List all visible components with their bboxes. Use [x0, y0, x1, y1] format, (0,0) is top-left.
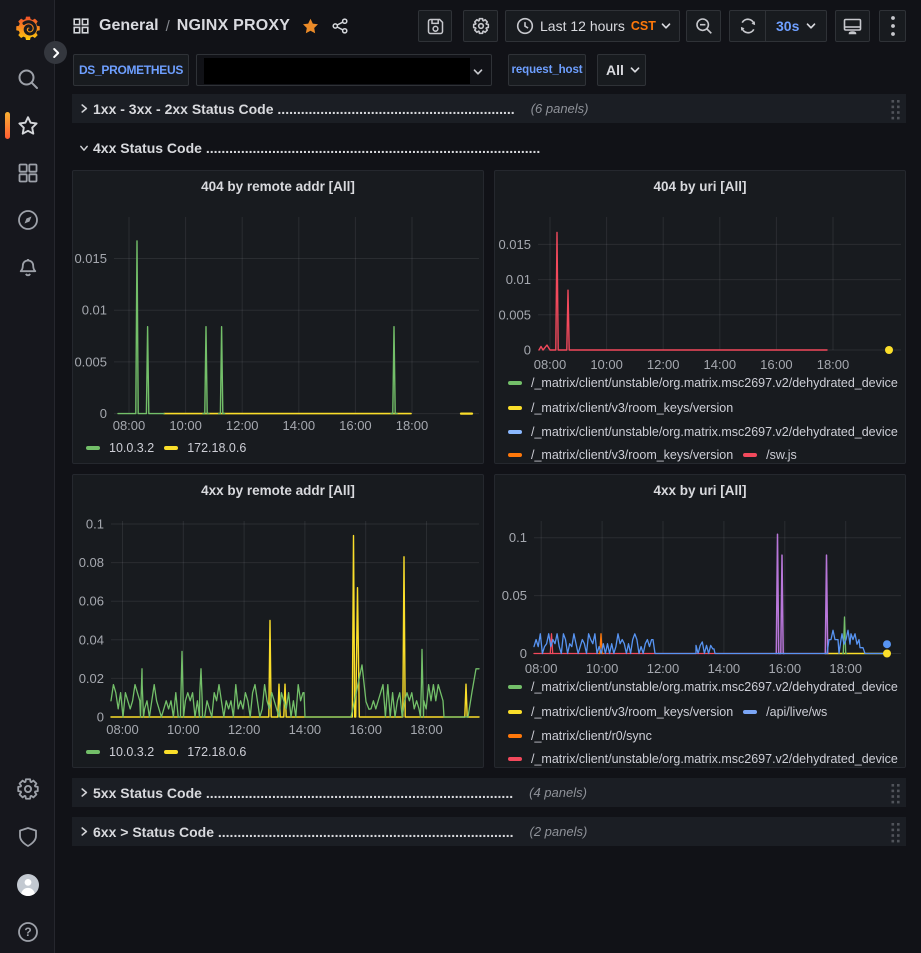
- svg-text:0.04: 0.04: [79, 632, 104, 647]
- svg-text:0.1: 0.1: [86, 517, 104, 532]
- svg-text:0.05: 0.05: [502, 588, 527, 603]
- svg-text:18:00: 18:00: [817, 357, 850, 372]
- svg-text:0.01: 0.01: [82, 303, 107, 318]
- svg-text:18:00: 18:00: [410, 722, 443, 737]
- svg-text:08:00: 08:00: [525, 661, 558, 676]
- svg-text:16:00: 16:00: [349, 722, 382, 737]
- svg-text:08:00: 08:00: [113, 418, 146, 433]
- svg-text:0.02: 0.02: [79, 671, 104, 686]
- svg-text:18:00: 18:00: [829, 661, 862, 676]
- svg-text:0.01: 0.01: [506, 272, 531, 287]
- svg-text:10:00: 10:00: [586, 661, 619, 676]
- svg-text:14:00: 14:00: [708, 661, 741, 676]
- svg-text:0: 0: [100, 406, 107, 421]
- svg-text:16:00: 16:00: [339, 418, 372, 433]
- svg-text:14:00: 14:00: [704, 357, 737, 372]
- svg-text:0.015: 0.015: [74, 251, 107, 266]
- svg-text:10:00: 10:00: [167, 722, 200, 737]
- svg-text:10:00: 10:00: [169, 418, 202, 433]
- svg-text:16:00: 16:00: [760, 357, 793, 372]
- svg-text:12:00: 12:00: [226, 418, 259, 433]
- svg-text:0: 0: [97, 710, 104, 725]
- svg-text:14:00: 14:00: [289, 722, 322, 737]
- svg-text:12:00: 12:00: [647, 357, 680, 372]
- svg-text:0.005: 0.005: [498, 307, 531, 322]
- svg-text:?: ?: [24, 925, 31, 939]
- svg-text:0: 0: [520, 646, 527, 661]
- svg-text:0.015: 0.015: [498, 237, 531, 252]
- svg-text:14:00: 14:00: [283, 418, 316, 433]
- svg-text:18:00: 18:00: [396, 418, 429, 433]
- svg-text:10:00: 10:00: [590, 357, 623, 372]
- svg-text:0.06: 0.06: [79, 594, 104, 609]
- svg-text:0: 0: [524, 343, 531, 358]
- svg-text:0.08: 0.08: [79, 555, 104, 570]
- svg-text:08:00: 08:00: [534, 357, 567, 372]
- svg-text:12:00: 12:00: [647, 661, 680, 676]
- svg-text:0.005: 0.005: [74, 354, 107, 369]
- svg-text:12:00: 12:00: [228, 722, 261, 737]
- svg-text:16:00: 16:00: [769, 661, 802, 676]
- svg-text:08:00: 08:00: [106, 722, 139, 737]
- svg-text:0.1: 0.1: [509, 530, 527, 545]
